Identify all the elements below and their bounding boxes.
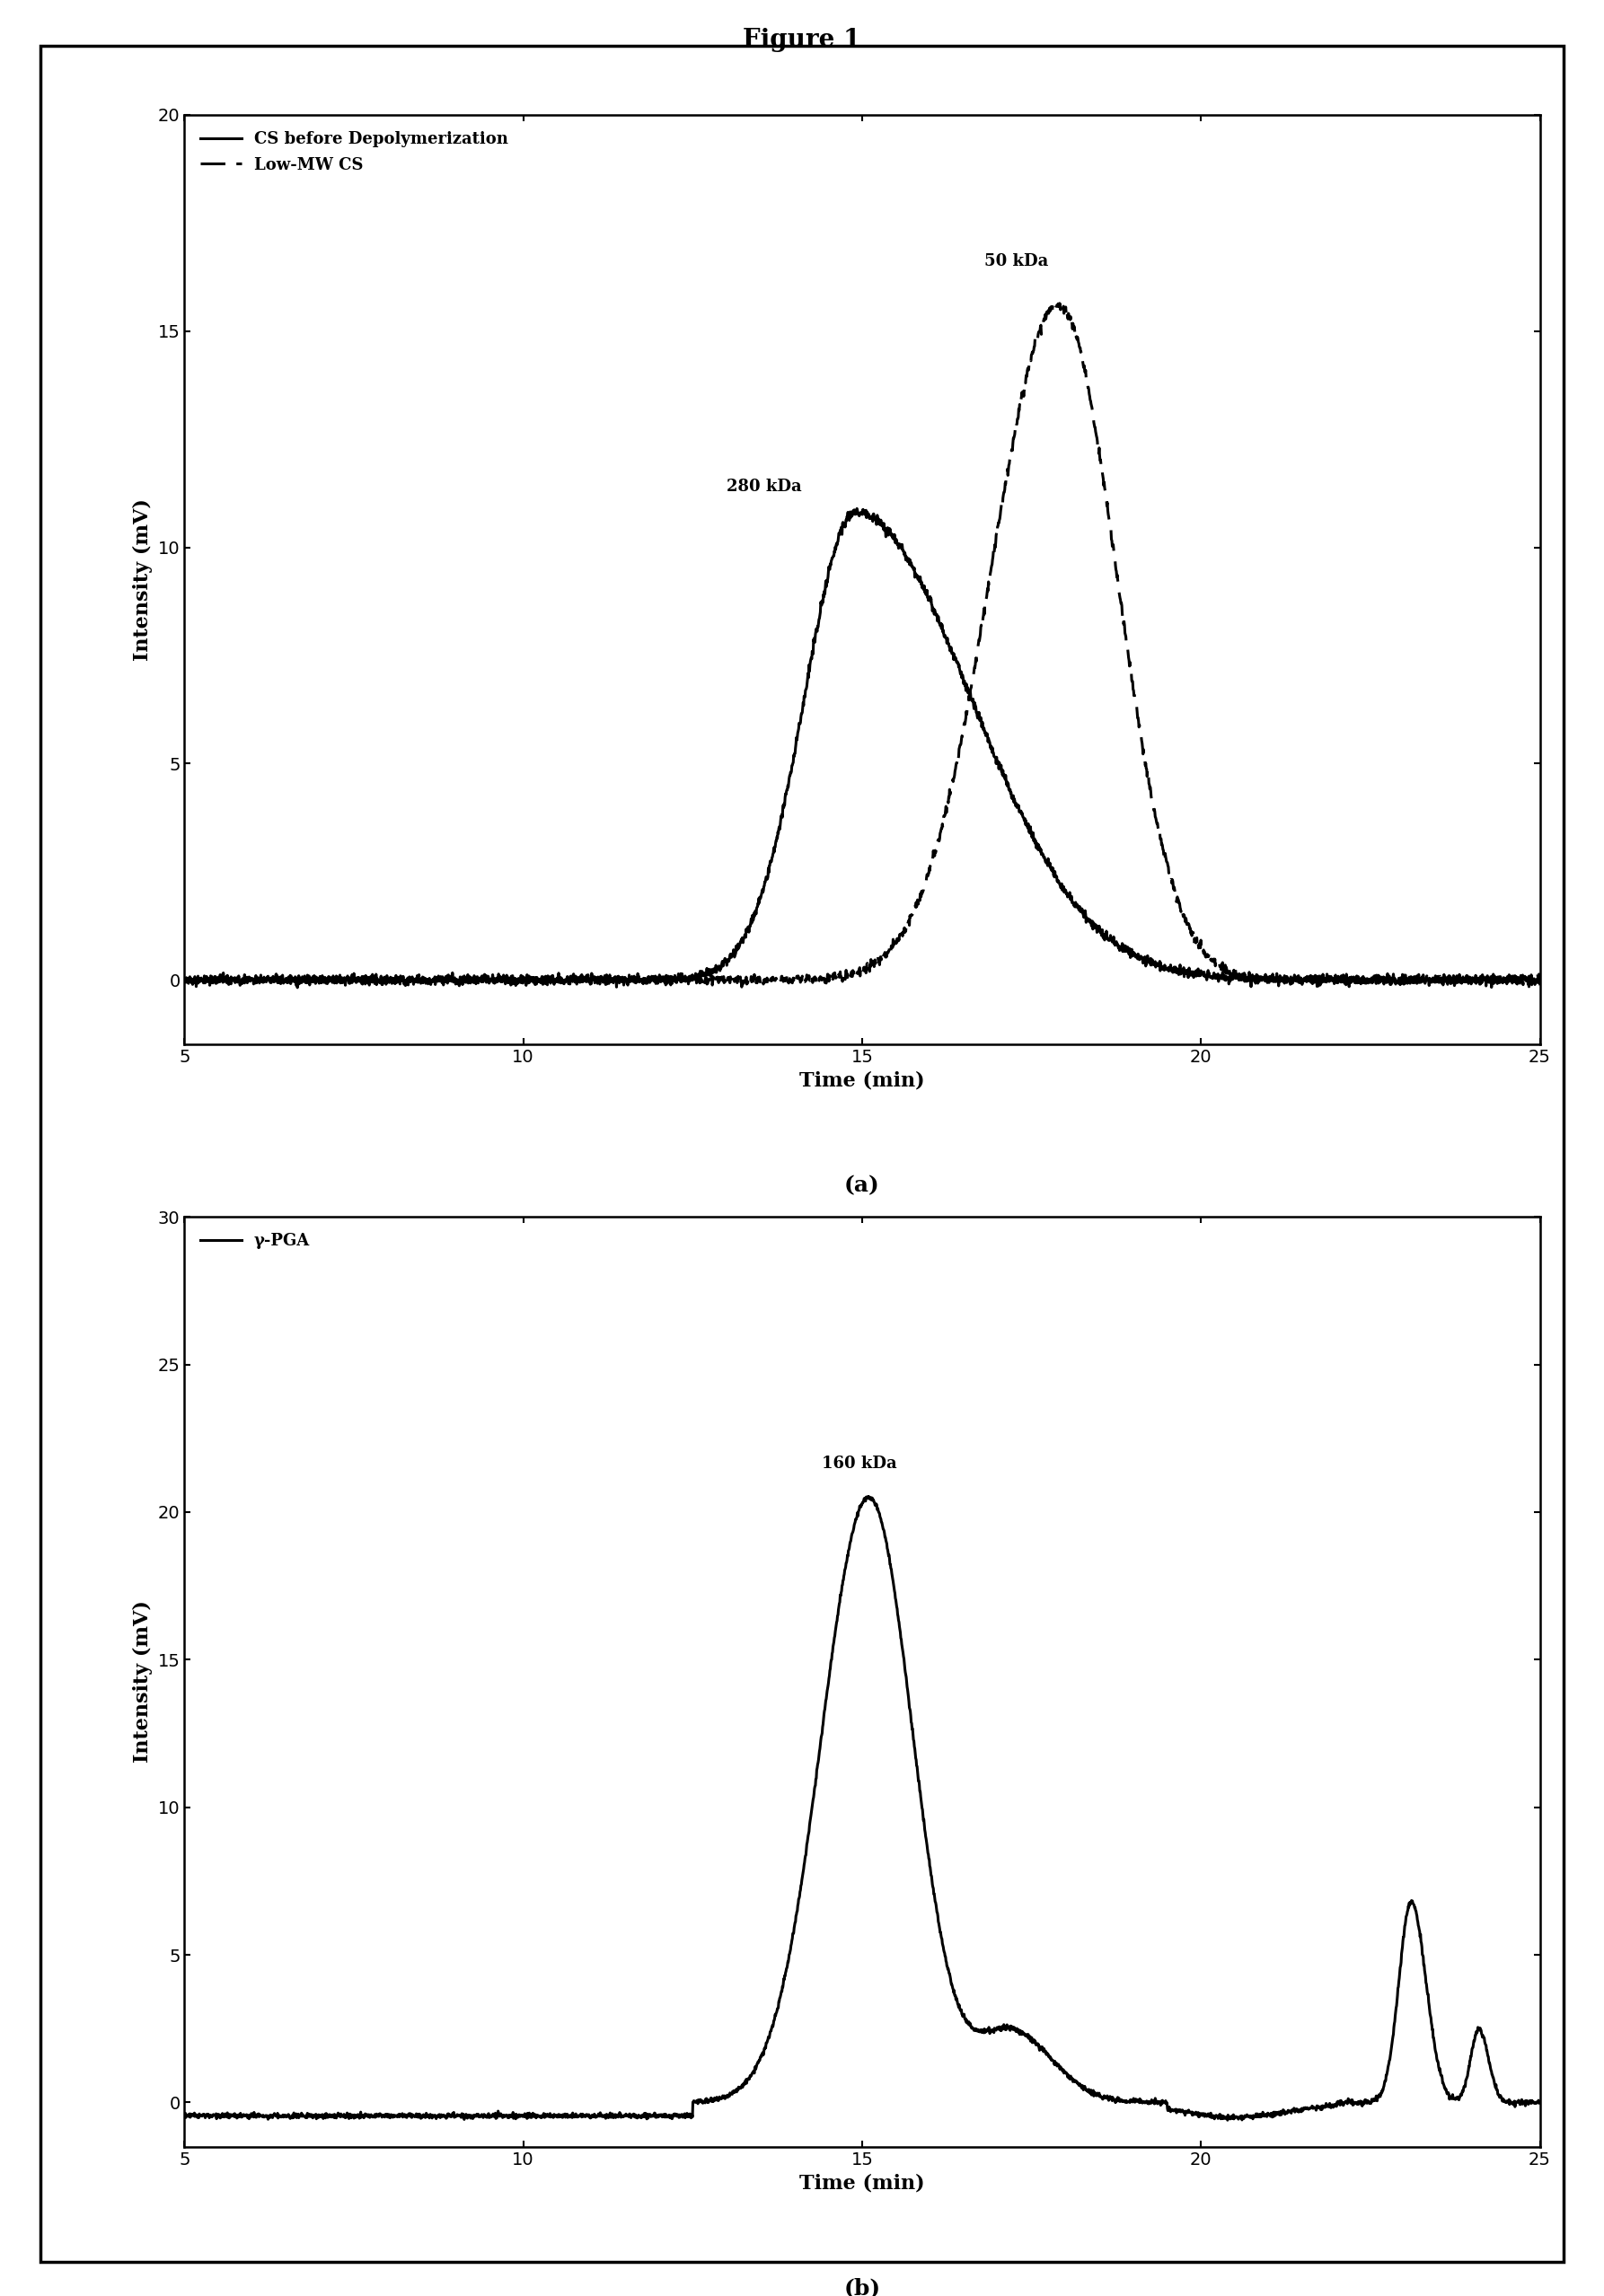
- Text: 280 kDa: 280 kDa: [727, 478, 802, 494]
- Text: (a): (a): [844, 1176, 881, 1196]
- Text: Figure 1: Figure 1: [743, 28, 861, 53]
- Text: 160 kDa: 160 kDa: [821, 1456, 897, 1472]
- X-axis label: Time (min): Time (min): [799, 2174, 926, 2193]
- Legend: CS before Depolymerization, Low-MW CS: CS before Depolymerization, Low-MW CS: [192, 124, 516, 181]
- X-axis label: Time (min): Time (min): [799, 1072, 926, 1091]
- Y-axis label: Intensity (mV): Intensity (mV): [133, 1600, 152, 1763]
- Text: (b): (b): [844, 2278, 881, 2296]
- Y-axis label: Intensity (mV): Intensity (mV): [133, 498, 152, 661]
- Legend: γ-PGA: γ-PGA: [192, 1226, 318, 1258]
- Text: 50 kDa: 50 kDa: [985, 253, 1047, 269]
